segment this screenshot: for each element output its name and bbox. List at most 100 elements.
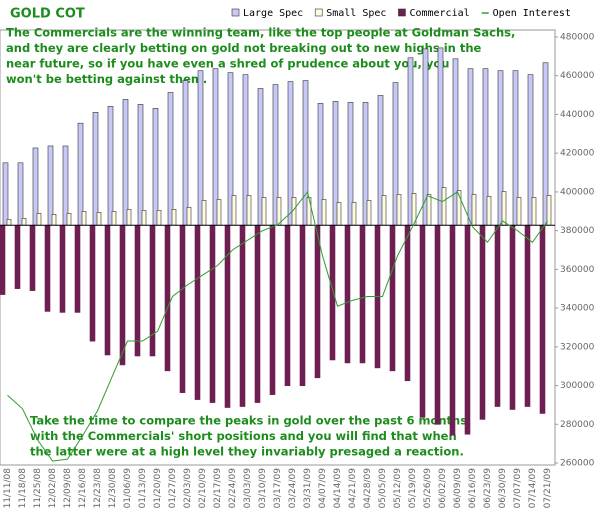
y2-tick-label: 340000 — [560, 304, 595, 314]
bar — [182, 80, 189, 226]
bar — [396, 194, 402, 226]
x-tick-label: 04/21/09 — [348, 468, 358, 509]
x-tick-label: 11/11/08 — [3, 468, 13, 509]
x-tick-label: 12/02/08 — [48, 468, 58, 509]
x-tick-label: 12/30/08 — [108, 468, 118, 509]
legend-label: Open Interest — [493, 8, 571, 19]
bar — [89, 224, 96, 342]
bar — [261, 197, 267, 226]
bar — [81, 211, 87, 226]
x-tick-label: 04/14/09 — [333, 468, 343, 509]
x-tick-label: 05/19/09 — [408, 468, 418, 509]
bar — [276, 197, 282, 226]
bar — [201, 200, 207, 226]
bar — [66, 213, 72, 226]
bar — [441, 187, 447, 226]
x-tick-label: 01/20/09 — [153, 468, 163, 509]
y2-tick-label: 420000 — [560, 149, 595, 159]
chart-title: GOLD COT — [10, 7, 85, 22]
bar — [494, 224, 501, 407]
x-tick-label: 11/25/08 — [33, 468, 43, 509]
bar — [479, 224, 486, 420]
line — [7, 190, 548, 462]
y2-tick-label: 480000 — [560, 33, 595, 43]
x-tick-label: 07/21/09 — [543, 468, 553, 509]
x-tick-label: 06/02/09 — [438, 468, 448, 509]
bar — [122, 99, 129, 226]
x-tick-label: 04/28/09 — [363, 468, 373, 509]
x-tick-label: 01/06/09 — [123, 468, 133, 509]
bar — [516, 197, 522, 226]
bar — [186, 207, 192, 226]
x-tick-label: 05/26/09 — [423, 468, 433, 509]
bar — [246, 195, 252, 226]
bar — [209, 224, 216, 403]
bar — [539, 224, 546, 414]
bar — [224, 224, 231, 408]
x-tick-label: 03/17/09 — [273, 468, 283, 509]
x-tick-label: 07/14/09 — [528, 468, 538, 509]
x-tick-label: 05/12/09 — [393, 468, 403, 509]
bar — [96, 212, 102, 226]
bar — [389, 224, 396, 372]
bar — [321, 199, 327, 226]
y2-tick-label: 300000 — [560, 381, 595, 391]
bar — [164, 224, 171, 372]
bar — [167, 92, 174, 226]
bar — [152, 108, 159, 226]
bar — [21, 217, 27, 226]
annotation: near future, so if you have even a shred… — [6, 57, 449, 71]
bar — [464, 224, 471, 435]
bar — [14, 224, 21, 289]
y2-tick-label: 380000 — [560, 226, 595, 236]
bar — [501, 191, 507, 226]
bar — [449, 224, 456, 436]
y2-tick-label: 320000 — [560, 342, 595, 352]
x-tick-label: 03/31/09 — [303, 468, 313, 509]
x-tick-label: 06/09/09 — [453, 468, 463, 509]
x-tick-label: 02/03/09 — [183, 468, 193, 509]
bar — [239, 224, 246, 407]
bar — [104, 224, 111, 356]
bar — [107, 106, 114, 226]
bar — [74, 224, 81, 313]
x-tick-label: 01/13/09 — [138, 468, 148, 509]
x-tick-label: 03/24/09 — [288, 468, 298, 509]
bar — [44, 224, 51, 312]
bar — [359, 224, 366, 364]
legend-swatch — [231, 8, 240, 17]
x-tick-label: 04/07/09 — [318, 468, 328, 509]
bar — [119, 224, 126, 366]
x-tick-label: 01/27/09 — [168, 468, 178, 509]
bar — [92, 111, 99, 226]
bar — [419, 224, 426, 418]
bar — [141, 210, 147, 226]
x-tick-label: 11/18/08 — [18, 468, 28, 509]
bar — [546, 195, 552, 226]
bar — [254, 224, 261, 403]
x-tick-label: 06/30/09 — [498, 468, 508, 509]
bar — [134, 224, 141, 357]
annotation: and they are clearly betting on gold not… — [6, 41, 482, 55]
bar — [426, 194, 432, 226]
x-tick-label: 02/10/09 — [198, 468, 208, 509]
bar — [137, 104, 144, 226]
legend-swatch — [398, 8, 406, 17]
y2-tick-label: 400000 — [560, 187, 595, 197]
x-tick-label: 05/05/09 — [378, 468, 388, 509]
bar — [314, 224, 321, 379]
x-tick-label: 02/24/09 — [228, 468, 238, 509]
bar — [434, 224, 441, 425]
x-tick-label: 06/23/09 — [483, 468, 493, 509]
bar — [509, 224, 516, 410]
bar — [29, 224, 36, 291]
annotation: won't be betting against them. — [6, 72, 207, 86]
bar — [231, 195, 237, 226]
bar — [59, 224, 66, 313]
x-tick-label: 03/10/09 — [258, 468, 268, 509]
bar — [171, 209, 177, 226]
bar — [36, 213, 42, 226]
y2-tick-label: 440000 — [560, 110, 595, 120]
x-tick-label: 02/17/09 — [213, 468, 223, 509]
